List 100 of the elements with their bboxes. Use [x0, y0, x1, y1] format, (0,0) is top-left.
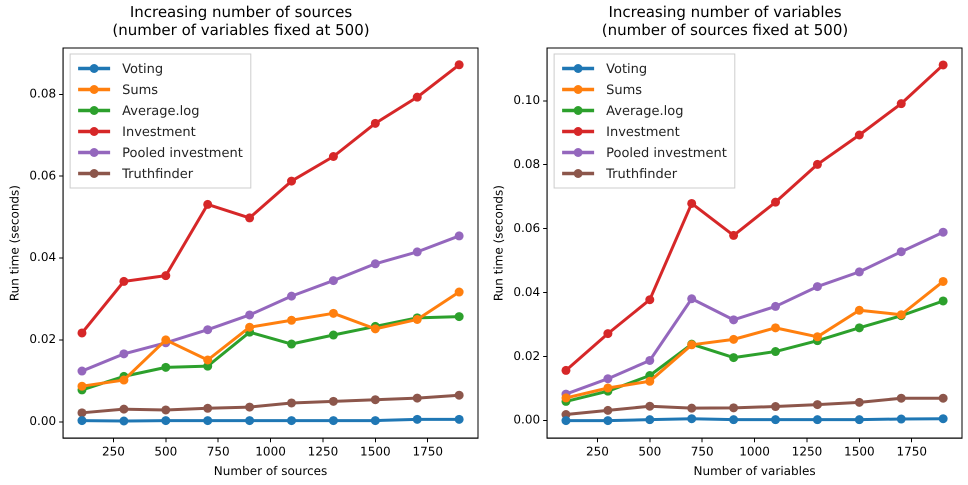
point: [287, 416, 296, 426]
point: [729, 415, 738, 424]
x-tick-label: 1000: [255, 444, 286, 459]
x-axis-title: Number of variables: [694, 464, 816, 478]
point: [245, 322, 254, 332]
point: [938, 296, 948, 306]
chart-title: Increasing number of variables (number of sources fixed at 500): [602, 2, 848, 39]
chart-title: Increasing number of sources (number of variables fixed at 500): [112, 2, 370, 39]
point: [454, 312, 464, 322]
point: [854, 306, 864, 315]
legend-label: Average.log: [122, 104, 200, 119]
point: [77, 382, 86, 391]
y-tick-label: 0.04: [29, 250, 56, 264]
point: [854, 323, 864, 332]
point: [938, 228, 948, 237]
point: [603, 406, 612, 415]
point: [328, 416, 338, 426]
y-tick-label: 0.10: [513, 92, 540, 107]
point: [328, 152, 338, 162]
point: [812, 332, 822, 342]
point: [328, 276, 338, 286]
point: [454, 231, 464, 240]
x-tick-label: 500: [638, 444, 662, 459]
point: [328, 330, 338, 340]
point: [603, 383, 612, 392]
point: [161, 405, 170, 414]
point: [370, 416, 380, 426]
point: [896, 414, 906, 424]
point: [561, 393, 570, 402]
point: [645, 376, 654, 386]
point: [896, 247, 906, 256]
point: [370, 324, 380, 334]
point: [729, 353, 738, 362]
legend-label: Truthfinder: [605, 166, 678, 182]
point: [645, 356, 654, 365]
y-tick-label: 0.06: [29, 168, 56, 182]
point: [454, 390, 464, 400]
legend-label: Investment: [606, 124, 680, 140]
point: [896, 394, 906, 403]
legend-label: Pooled investment: [122, 146, 243, 161]
x-tick-label: 1250: [792, 444, 822, 459]
point: [687, 414, 696, 424]
point: [603, 374, 612, 384]
y-tick-label: 0.08: [513, 156, 540, 171]
y-tick-label: 0.08: [29, 86, 56, 100]
point: [161, 271, 170, 280]
point: [854, 267, 864, 276]
x-tick-label: 1250: [308, 444, 338, 459]
point: [812, 282, 822, 292]
x-tick-label: 250: [586, 444, 609, 459]
point: [77, 416, 86, 426]
y-tick-label: 0.02: [513, 348, 540, 363]
point: [454, 288, 464, 297]
point: [287, 292, 296, 301]
x-tick-label: 750: [690, 444, 714, 459]
point: [938, 394, 948, 403]
y-axis-title: Run time (seconds): [7, 185, 22, 302]
legend-label: Sums: [606, 82, 642, 98]
point: [687, 198, 696, 208]
point: [412, 414, 422, 424]
y-axis-title: Run time (seconds): [491, 185, 506, 302]
y-tick-label: 0.00: [513, 412, 540, 427]
point: [161, 362, 170, 372]
point: [771, 402, 780, 412]
point: [412, 92, 422, 102]
point: [812, 415, 822, 424]
legend-label: Truthfinder: [121, 166, 194, 182]
point: [203, 325, 212, 334]
point: [203, 200, 212, 209]
point: [245, 213, 254, 222]
x-tick-label: 1500: [360, 444, 391, 459]
point: [771, 302, 780, 311]
point: [370, 395, 380, 404]
point: [729, 230, 738, 240]
point: [287, 316, 296, 325]
point: [645, 415, 654, 424]
point: [812, 160, 822, 169]
point: [454, 414, 464, 424]
point: [938, 414, 948, 424]
y-tick-label: 0.00: [29, 414, 56, 428]
point: [77, 328, 86, 338]
x-tick-label: 1000: [739, 444, 770, 459]
point: [203, 404, 212, 413]
point: [729, 403, 738, 412]
x-tick-label: 1750: [412, 444, 443, 459]
point: [812, 400, 822, 410]
point: [161, 335, 170, 344]
x-tick-label: 250: [102, 444, 125, 459]
point: [245, 310, 254, 320]
point: [412, 247, 422, 256]
point: [771, 415, 780, 424]
point: [938, 276, 948, 286]
point: [687, 294, 696, 304]
point: [771, 323, 780, 332]
legend-label: Average.log: [606, 104, 684, 119]
point: [412, 394, 422, 403]
point: [729, 315, 738, 324]
point: [328, 396, 338, 406]
point: [938, 60, 948, 70]
x-axis-title: Number of sources: [214, 464, 328, 478]
